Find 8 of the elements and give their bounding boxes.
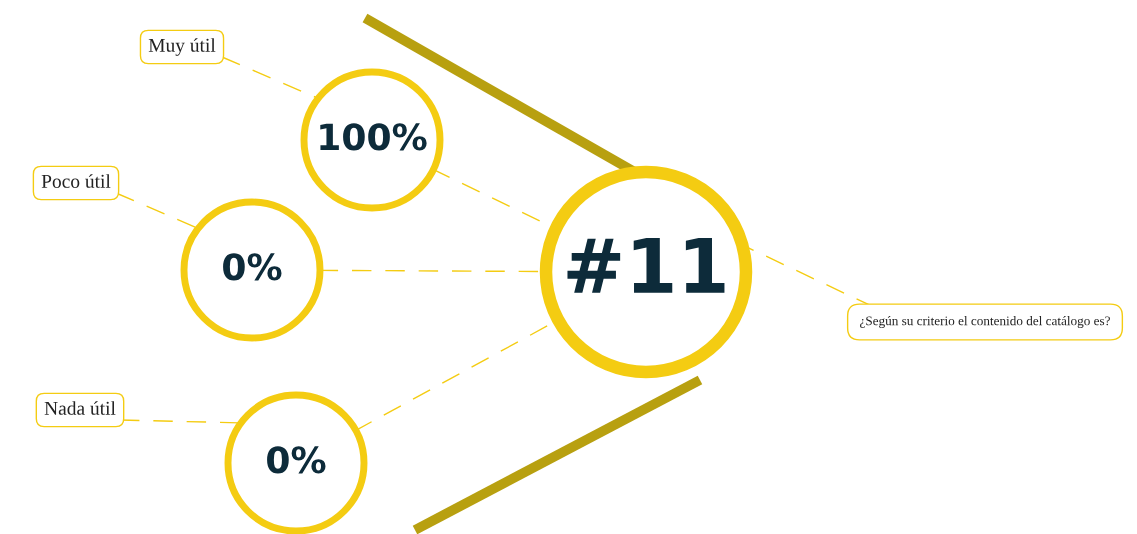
- data-label: 100%: [320, 123, 427, 151]
- data-label: 0%: [267, 446, 326, 474]
- category-label: Muy útil: [148, 38, 216, 56]
- category-label: Poco útil: [41, 174, 111, 188]
- data-label: 0%: [223, 253, 282, 281]
- text: ¿Según su criterio el contenido del catálogo es?: [860, 315, 1110, 329]
- category-label: Nada útil: [44, 401, 116, 415]
- text: #11: [567, 238, 725, 293]
